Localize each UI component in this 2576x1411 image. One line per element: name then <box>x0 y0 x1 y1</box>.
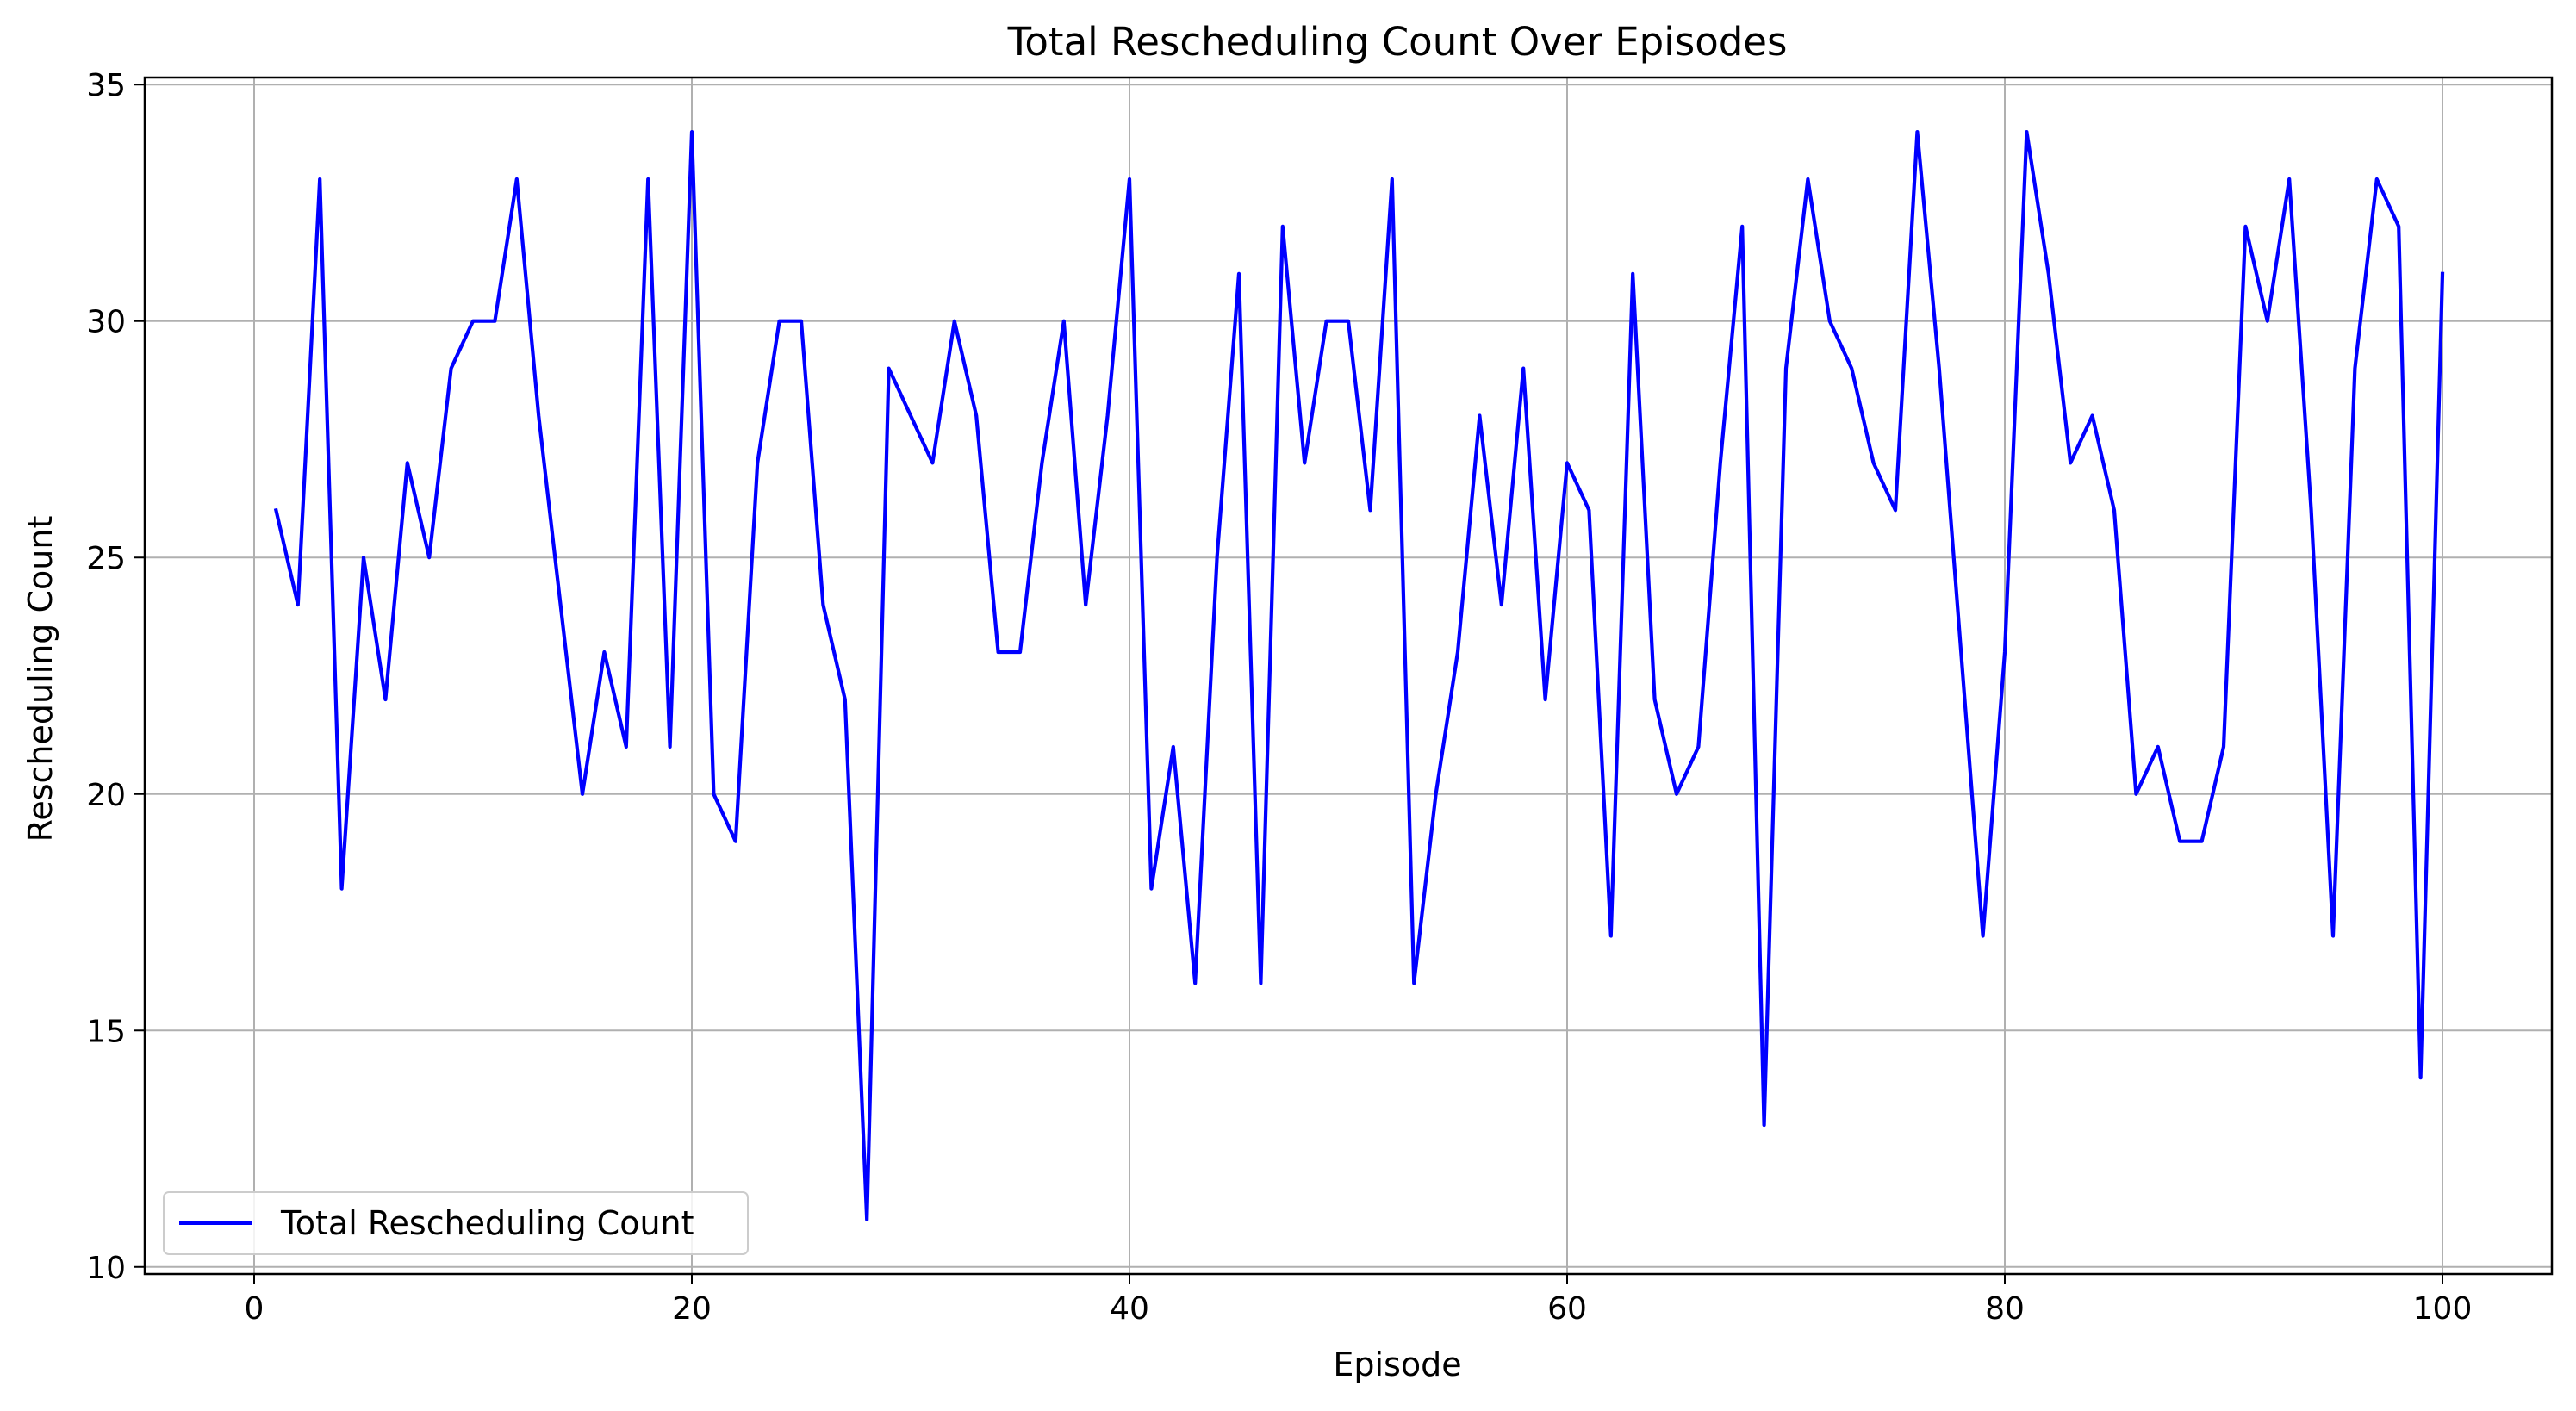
legend: Total Rescheduling Count <box>163 1191 749 1255</box>
x-tick-label: 60 <box>1547 1291 1587 1327</box>
y-axis-label: Rescheduling Count <box>22 516 59 842</box>
y-tick-label: 10 <box>86 1251 126 1286</box>
axis-ticks: 0 20 40 60 80 100 10 15 20 25 30 35 <box>86 68 2472 1327</box>
y-tick-label: 15 <box>86 1014 126 1049</box>
x-tick-label: 20 <box>672 1291 712 1327</box>
y-tick-label: 30 <box>86 305 126 340</box>
y-tick-label: 35 <box>86 68 126 103</box>
series-layer <box>273 130 2445 1222</box>
series-line-1 <box>273 130 2445 1222</box>
y-tick-label: 20 <box>86 778 126 813</box>
y-tick-label: 25 <box>86 541 126 576</box>
legend-label: Total Rescheduling Count <box>280 1204 694 1242</box>
chart-title: Total Rescheduling Count Over Episodes <box>1007 19 1788 65</box>
x-axis-label: Episode <box>1333 1346 1461 1383</box>
legend-box <box>163 1191 749 1255</box>
x-tick-label: 100 <box>2413 1291 2473 1327</box>
x-tick-label: 40 <box>1110 1291 1149 1327</box>
x-tick-label: 80 <box>1985 1291 2025 1327</box>
x-tick-label: 0 <box>245 1291 264 1327</box>
plot-frame <box>143 76 2554 1276</box>
